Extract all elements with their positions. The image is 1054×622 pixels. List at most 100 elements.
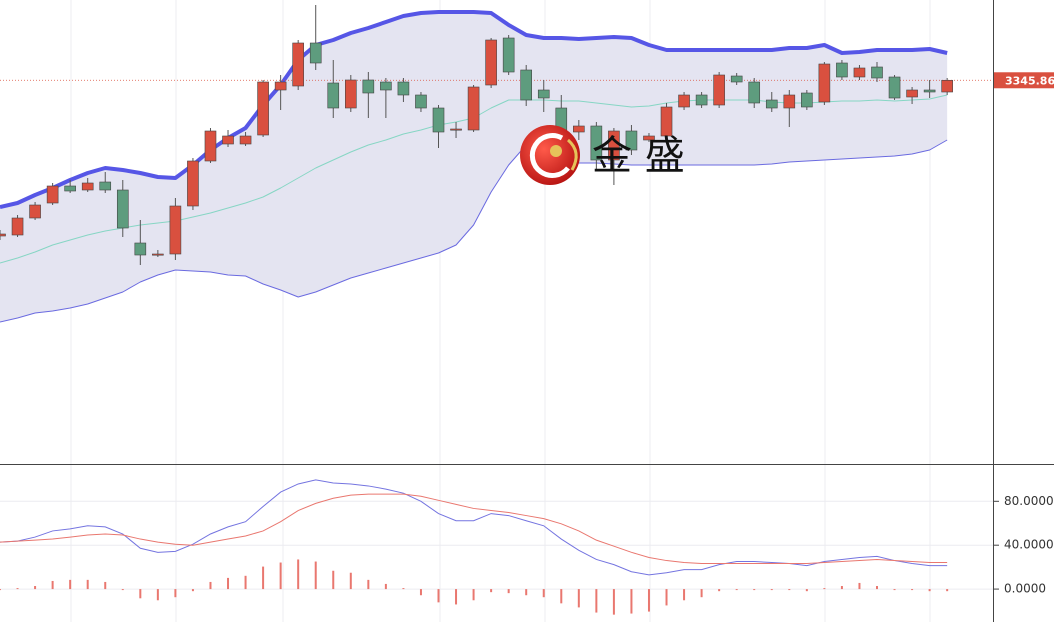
logo-dot bbox=[550, 145, 562, 157]
indicator-line bbox=[0, 493, 948, 565]
candle-body bbox=[713, 74, 725, 106]
histogram-bar bbox=[279, 562, 282, 590]
histogram-bar bbox=[893, 589, 896, 591]
candle-body bbox=[941, 79, 953, 93]
candle-body bbox=[292, 42, 304, 87]
candle-body bbox=[187, 160, 199, 207]
histogram-bar bbox=[577, 589, 580, 608]
candle-body bbox=[46, 185, 59, 204]
candle-body bbox=[11, 217, 24, 236]
y-tick-label: 0.0000 bbox=[1004, 582, 1046, 596]
candle-body bbox=[643, 135, 655, 141]
candle-body bbox=[748, 81, 761, 104]
histogram-bar bbox=[209, 581, 212, 590]
histogram-bar bbox=[69, 579, 72, 590]
candle-body bbox=[695, 94, 708, 106]
histogram-bar bbox=[191, 589, 194, 592]
histogram-bar bbox=[419, 589, 422, 596]
histogram-bar bbox=[86, 579, 89, 590]
candle-body bbox=[257, 81, 269, 136]
histogram-bar bbox=[314, 561, 317, 590]
y-tick-label: 40.0000 bbox=[1004, 538, 1054, 552]
candle-body bbox=[309, 42, 322, 64]
histogram-bar bbox=[174, 589, 177, 598]
histogram-bar bbox=[402, 588, 405, 590]
candle-body bbox=[99, 181, 112, 191]
indicator-line bbox=[0, 479, 948, 576]
histogram-bar bbox=[788, 589, 791, 591]
candle-body bbox=[520, 69, 533, 101]
logo-arc bbox=[529, 133, 570, 179]
histogram-bar bbox=[770, 589, 773, 591]
candle-body bbox=[590, 125, 603, 161]
candle-body bbox=[64, 185, 76, 192]
candle-body bbox=[327, 82, 340, 109]
band-lower bbox=[0, 139, 948, 323]
candle-body bbox=[801, 92, 813, 108]
histogram-bar bbox=[384, 583, 387, 590]
histogram-bar bbox=[490, 589, 493, 593]
candle-body bbox=[152, 253, 164, 256]
histogram-bar bbox=[349, 572, 352, 590]
candle-body bbox=[134, 242, 147, 256]
histogram-bar bbox=[805, 589, 808, 592]
candle-body bbox=[730, 75, 743, 83]
histogram-bar bbox=[612, 589, 615, 615]
band-upper bbox=[0, 10, 948, 209]
candle-body bbox=[502, 37, 515, 73]
histogram-bar bbox=[262, 566, 265, 590]
candle-body bbox=[871, 66, 883, 79]
candle-body bbox=[415, 94, 427, 109]
last-price-label: 3345.86 bbox=[1005, 74, 1054, 87]
histogram-bar bbox=[227, 577, 230, 590]
candle-body bbox=[485, 39, 497, 86]
histogram-bar bbox=[700, 589, 703, 598]
candle-body bbox=[888, 76, 901, 99]
watermark-text: 金 盛 bbox=[592, 133, 685, 179]
histogram-bar bbox=[876, 586, 878, 590]
candle-body bbox=[397, 81, 410, 96]
y-tick-label: 80.0000 bbox=[1004, 494, 1054, 508]
price-panel bbox=[0, 5, 993, 323]
histogram-bar bbox=[560, 589, 563, 604]
candle-body bbox=[608, 130, 620, 161]
histogram-bar bbox=[735, 589, 738, 591]
histogram-bar bbox=[507, 589, 510, 594]
candle-body bbox=[204, 130, 217, 162]
histogram-bar bbox=[121, 589, 124, 591]
histogram-bar bbox=[595, 589, 598, 613]
logo-stroke bbox=[566, 138, 578, 171]
candle-body bbox=[81, 182, 94, 191]
histogram-bar bbox=[665, 589, 668, 606]
histogram-bar bbox=[647, 589, 650, 612]
histogram-bar bbox=[840, 586, 843, 590]
candle-body bbox=[765, 99, 778, 109]
indicator-panel bbox=[0, 479, 993, 615]
histogram-bar bbox=[542, 589, 545, 598]
histogram-bar bbox=[437, 589, 440, 603]
histogram-bar bbox=[630, 589, 633, 614]
histogram-bar bbox=[823, 588, 826, 590]
candle-body bbox=[678, 94, 690, 108]
histogram-bar bbox=[332, 570, 335, 590]
candle-body bbox=[537, 89, 550, 99]
histogram-bar bbox=[455, 589, 458, 605]
candle-body bbox=[625, 130, 638, 151]
candle-body bbox=[836, 62, 848, 78]
histogram-bar bbox=[911, 589, 914, 591]
histogram-bar bbox=[928, 589, 931, 592]
histogram-bar bbox=[51, 580, 54, 590]
candle-body bbox=[239, 135, 252, 145]
candle-body bbox=[274, 81, 287, 91]
histogram-bar bbox=[367, 579, 370, 590]
candle-body bbox=[783, 94, 796, 109]
histogram-bar bbox=[156, 589, 159, 601]
histogram-bar bbox=[858, 582, 861, 590]
watermark: 金 盛 bbox=[520, 125, 685, 185]
last-price-box bbox=[994, 72, 1054, 89]
histogram-bar bbox=[472, 589, 475, 601]
candle-body bbox=[169, 205, 182, 255]
candle-body bbox=[29, 204, 41, 219]
candle-body bbox=[222, 135, 234, 145]
